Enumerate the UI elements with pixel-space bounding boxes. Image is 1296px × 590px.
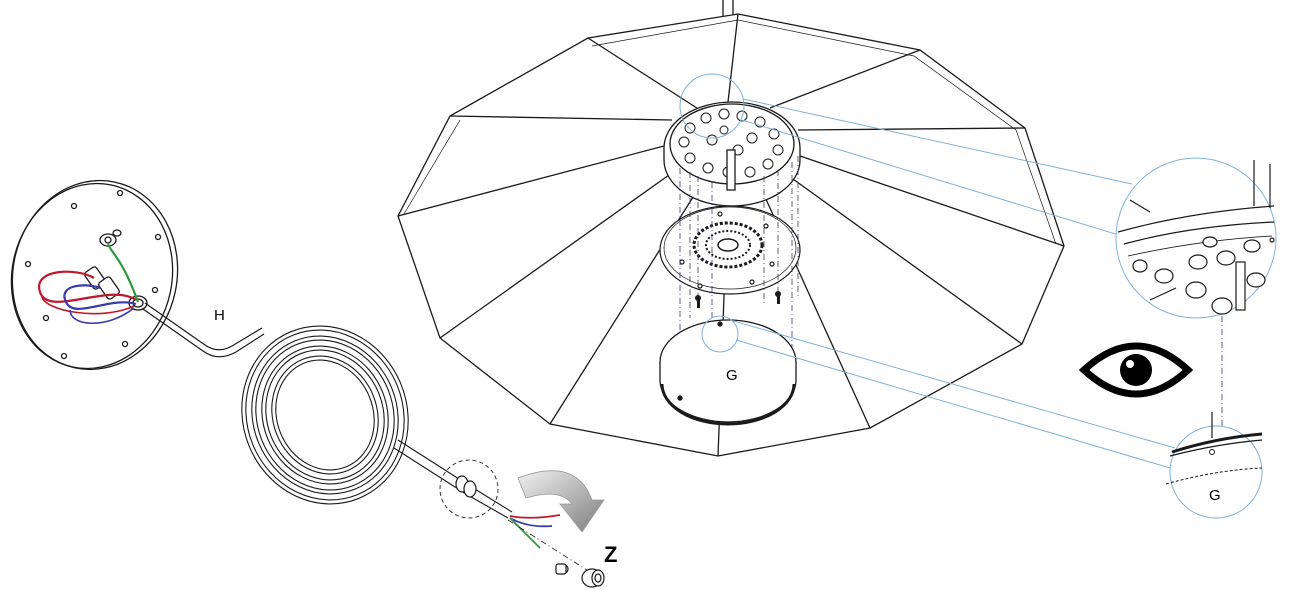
label-h: H: [214, 307, 225, 324]
label-g-ring: G: [726, 367, 738, 384]
nut-detail-circle: [439, 459, 499, 519]
led-module: [659, 205, 801, 295]
mounting-plate: [10, 179, 179, 371]
callout-circle-ring: [701, 315, 739, 353]
curved-arrow-icon: [517, 470, 605, 533]
hose-h: [142, 302, 265, 358]
callout-circle-hub: [679, 73, 745, 139]
label-g-detail: G: [1209, 487, 1221, 504]
eye-icon: [1078, 342, 1194, 398]
reflector-hub: [663, 101, 801, 207]
plate-wiring: [38, 243, 140, 325]
detail-view-hub: [1115, 157, 1277, 319]
hose-nut: [455, 475, 477, 498]
hose-wire-tails: [507, 514, 591, 573]
screws: [695, 291, 781, 308]
detail-view-ring: [1165, 412, 1263, 519]
fitting-parts: [555, 563, 605, 588]
hose-coil: [241, 325, 513, 519]
ring-g: [659, 319, 797, 426]
leader-lines: [729, 98, 1176, 469]
label-z: Z: [604, 542, 617, 567]
